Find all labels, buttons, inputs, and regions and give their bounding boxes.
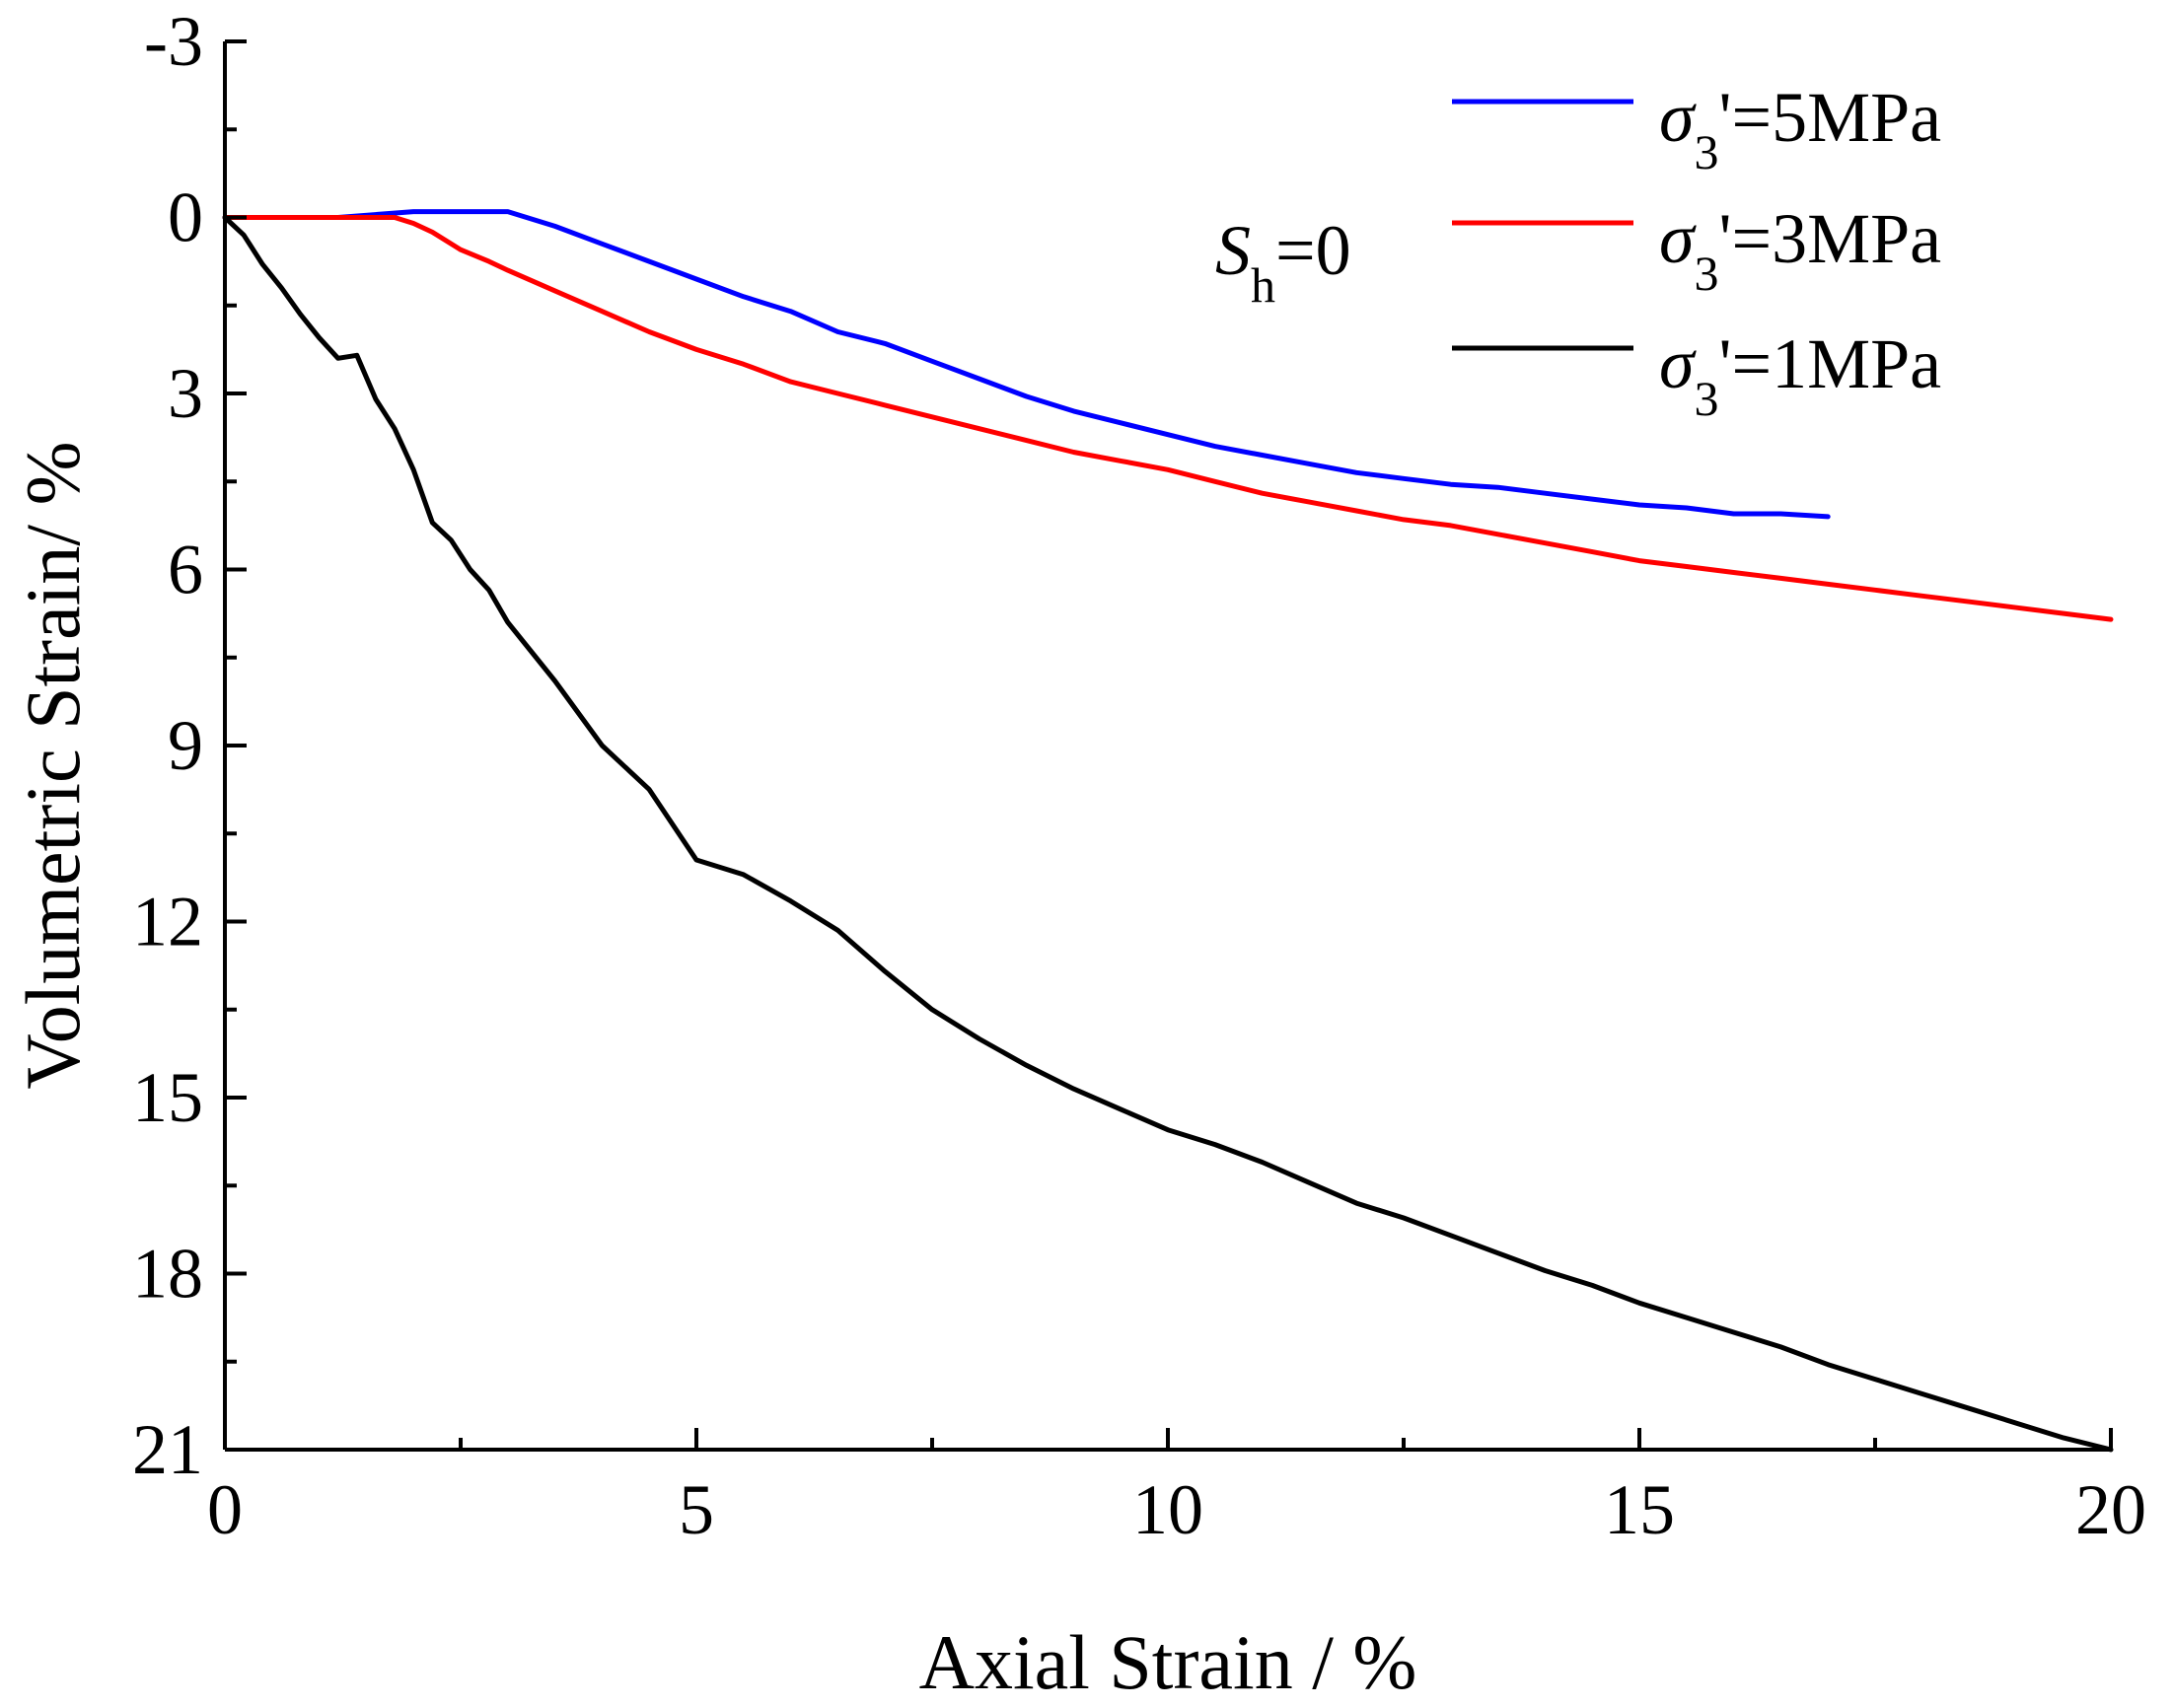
y-tick-label: 12 [132, 883, 203, 961]
y-tick-label: 3 [168, 354, 203, 433]
x-tick-label: 10 [1132, 1470, 1203, 1549]
legend: σ3'=5MPa σ3'=3MPa σ3'=1MPa [1452, 78, 1941, 426]
series-line-1 [222, 209, 1831, 520]
legend-label-2: σ3'=3MPa [1659, 199, 1941, 301]
annotation-s: S [1215, 211, 1251, 290]
ticks: 0 5 10 15 20 -3 0 3 6 9 12 15 18 21 [132, 2, 2146, 1549]
y-tick-label: -3 [144, 2, 203, 81]
y-tick-label: 6 [168, 531, 203, 609]
y-tick-label: 18 [132, 1235, 203, 1314]
legend-label-3: σ3'=1MPa [1659, 324, 1941, 426]
y-tick-label: 9 [168, 706, 203, 785]
legend-label-1: σ3'=5MPa [1659, 78, 1941, 179]
annotation-rest: =0 [1275, 211, 1351, 290]
annotation-sh: Sh=0 [1215, 211, 1351, 313]
y-axis-title: Volumetric Strain/ % [10, 441, 96, 1089]
x-tick-label: 15 [1604, 1470, 1675, 1549]
x-tick-label: 20 [2075, 1470, 2146, 1549]
x-tick-label: 5 [679, 1470, 714, 1549]
series-line-3 [222, 215, 2114, 1453]
series-line-2 [222, 215, 2114, 622]
x-axis-title: Axial Strain / % [919, 1619, 1417, 1705]
annotation-sub: h [1251, 257, 1275, 313]
x-tick-label: 0 [207, 1470, 243, 1549]
series-layer [222, 209, 2114, 1453]
y-tick-label: 0 [168, 178, 203, 257]
y-tick-label: 15 [132, 1058, 203, 1137]
y-tick-label: 21 [132, 1410, 203, 1489]
